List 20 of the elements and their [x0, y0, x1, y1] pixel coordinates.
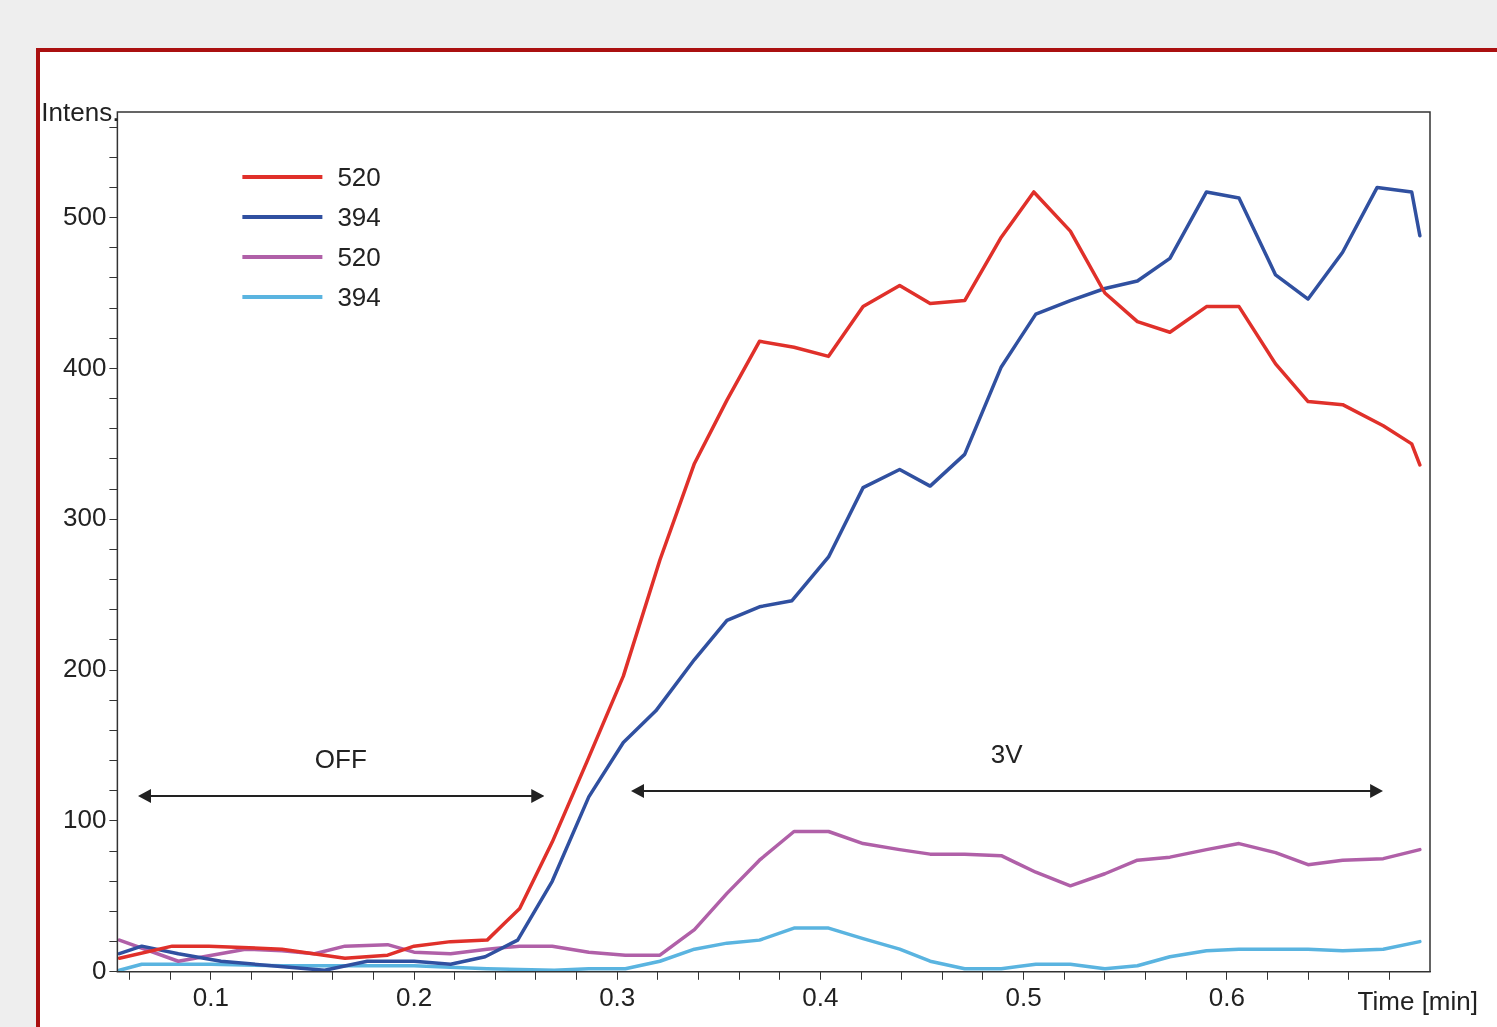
legend-label: 394	[337, 202, 381, 233]
annotation: OFF	[314, 743, 367, 774]
x-axis-title: Time [min]	[1357, 985, 1478, 1016]
y-tick-label: 500	[62, 200, 107, 231]
legend-label: 394	[337, 282, 381, 313]
x-tick-label: 0.3	[599, 981, 636, 1012]
x-tick-label: 0.6	[1208, 981, 1245, 1012]
y-tick-label: 0	[91, 954, 107, 985]
y-axis-title: Intens.	[41, 97, 120, 128]
x-tick-label: 0.4	[802, 981, 839, 1012]
legend-label: 520	[337, 162, 381, 193]
x-tick-label: 0.2	[395, 981, 433, 1012]
y-tick-label: 200	[62, 653, 107, 684]
y-tick-label: 100	[62, 804, 107, 835]
x-tick-label: 0.5	[1005, 981, 1042, 1012]
y-tick-label: 400	[62, 351, 107, 382]
y-tick-label: 300	[62, 502, 107, 533]
legend-label: 520	[337, 242, 381, 273]
annotation: 3V	[990, 739, 1024, 770]
x-tick-label: 0.1	[192, 981, 229, 1012]
